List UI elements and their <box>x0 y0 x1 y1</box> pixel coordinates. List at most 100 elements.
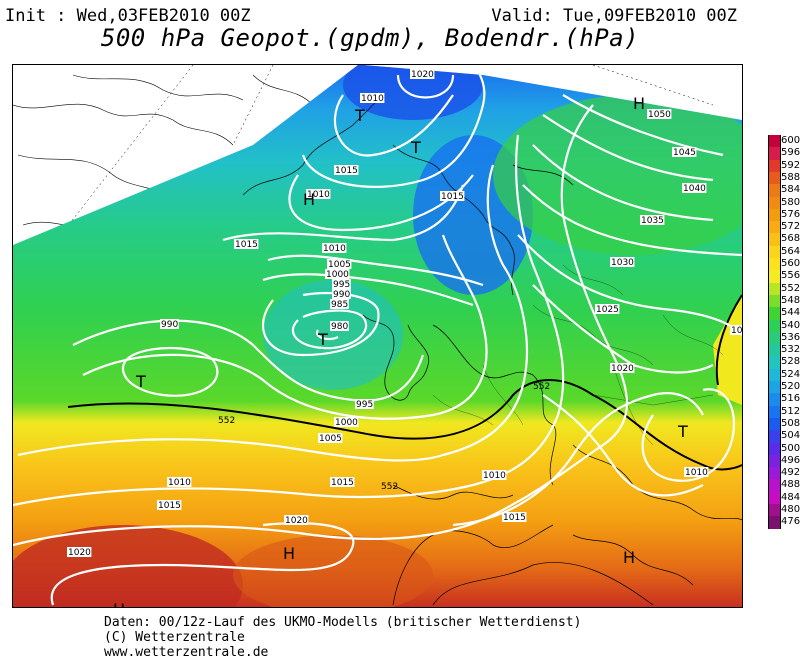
low-pressure-marker: T <box>317 330 328 349</box>
legend-entry: 484 <box>766 491 811 505</box>
legend-value: 536 <box>781 331 801 343</box>
legend-swatch <box>768 258 781 271</box>
pressure-labels: 1020101010151010101510151010100510009959… <box>67 69 742 558</box>
init-time: Init : Wed,03FEB2010 00Z <box>5 6 251 26</box>
legend-entry: 580 <box>766 196 811 210</box>
pressure-systems: T T H T T T H H H H <box>113 94 688 607</box>
legend-swatch <box>768 504 781 517</box>
isobar-label: 1040 <box>683 184 706 194</box>
legend-swatch <box>768 405 781 419</box>
legend-swatch <box>768 245 781 259</box>
legend-swatch <box>768 430 781 443</box>
isobar-label: 1005 <box>328 260 351 270</box>
legend-swatch <box>768 331 781 345</box>
isobar-label: 1000 <box>335 418 358 428</box>
isobar-label: 1025 <box>596 305 619 315</box>
isobar-label: 1015 <box>331 478 354 488</box>
legend-swatch <box>768 393 781 407</box>
isobar-label: 1015 <box>158 501 181 511</box>
legend-entry: 588 <box>766 171 811 185</box>
legend-entry: 564 <box>766 245 811 259</box>
isobar-label: 990 <box>333 290 350 300</box>
legend-swatch <box>768 159 781 173</box>
isobar-label: 1015 <box>235 240 258 250</box>
legend-entry: 560 <box>766 258 811 271</box>
isobar-label: 980 <box>331 322 348 332</box>
legend-value: 496 <box>781 454 801 466</box>
isobar-label: 995 <box>356 400 373 410</box>
legend-entry: 548 <box>766 294 811 308</box>
legend-swatch <box>768 479 781 493</box>
legend-value: 524 <box>781 368 801 380</box>
legend-swatch <box>768 356 781 370</box>
legend-value: 484 <box>781 491 801 503</box>
legend-entry: 488 <box>766 479 811 493</box>
legend-value: 592 <box>781 159 801 171</box>
legend-entry: 500 <box>766 442 811 456</box>
copyright: (C) Wetterzentrale <box>104 630 245 645</box>
low-pressure-marker: T <box>135 372 146 391</box>
legend-entry: 572 <box>766 221 811 234</box>
legend-value: 488 <box>781 479 801 491</box>
legend-value: 480 <box>781 504 801 515</box>
legend-value: 584 <box>781 184 801 196</box>
legend-entry: 552 <box>766 282 811 296</box>
legend-value: 528 <box>781 356 801 368</box>
legend-entry: 516 <box>766 393 811 407</box>
legend-swatch <box>768 516 781 530</box>
isobar-label: 1035 <box>641 216 664 226</box>
isobar-label: 1000 <box>326 270 349 280</box>
legend-value: 580 <box>781 196 801 208</box>
low-pressure-marker: T <box>354 106 365 125</box>
isobar-label: 1010 <box>483 471 506 481</box>
legend-entry: 528 <box>766 356 811 370</box>
legend-value: 492 <box>781 467 801 479</box>
isobar-label: 1010 <box>361 94 384 104</box>
legend-value: 520 <box>781 381 801 392</box>
legend-entry: 480 <box>766 504 811 517</box>
legend-swatch <box>768 171 781 185</box>
legend-entry: 508 <box>766 417 811 431</box>
legend-value: 548 <box>781 294 801 306</box>
legend-swatch <box>768 282 781 296</box>
data-source: Daten: 00/12z-Lauf des UKMO-Modells (bri… <box>104 615 582 630</box>
legend-swatch <box>768 196 781 210</box>
isobar-label: 1020 <box>411 70 434 80</box>
legend-value: 564 <box>781 245 801 257</box>
legend-entry: 600 <box>766 135 811 148</box>
isobar-label: 1010 <box>307 190 330 200</box>
legend-entry: 496 <box>766 454 811 468</box>
isobar-label: 985 <box>331 300 348 310</box>
legend-swatch <box>768 442 781 456</box>
legend-value: 572 <box>781 221 801 233</box>
legend-value: 552 <box>781 282 801 294</box>
legend-entry: 520 <box>766 381 811 394</box>
map-title: 500 hPa Geopot.(gpdm), Bodendr.(hPa) <box>100 24 640 52</box>
legend-swatch <box>768 208 781 222</box>
isobar-label: 552 <box>218 416 235 426</box>
legend-value: 556 <box>781 270 801 282</box>
legend-swatch <box>768 381 781 394</box>
legend-value: 516 <box>781 393 801 405</box>
legend-value: 476 <box>781 516 801 528</box>
legend-value: 540 <box>781 319 801 331</box>
legend-value: 544 <box>781 307 801 319</box>
valid-time: Valid: Tue,09FEB2010 00Z <box>491 6 737 26</box>
legend-swatch <box>768 417 781 431</box>
legend-entry: 492 <box>766 467 811 480</box>
legend-entry: 536 <box>766 331 811 345</box>
high-pressure-marker: H <box>303 190 315 209</box>
legend-swatch <box>768 233 781 247</box>
isobar-label: 1005 <box>319 434 342 444</box>
legend-swatch <box>768 368 781 382</box>
isobar-label: 1045 <box>673 148 696 158</box>
legend-value: 512 <box>781 405 801 417</box>
legend-value: 588 <box>781 171 801 183</box>
legend-entry: 576 <box>766 208 811 222</box>
legend-value: 504 <box>781 430 801 442</box>
isobar-label: 995 <box>333 280 350 290</box>
legend-swatch <box>768 184 781 197</box>
legend-swatch <box>768 454 781 468</box>
legend-entry: 568 <box>766 233 811 247</box>
legend-value: 576 <box>781 208 801 220</box>
